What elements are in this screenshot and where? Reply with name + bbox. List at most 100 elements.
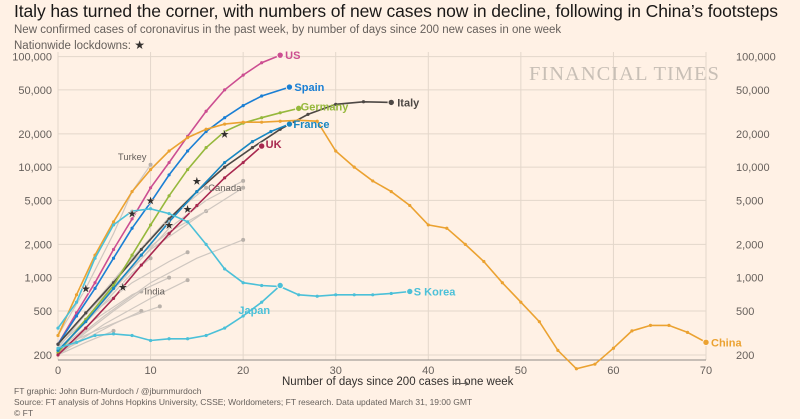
- series-point: [195, 190, 199, 194]
- series-point: [482, 259, 486, 264]
- series-point: [139, 247, 143, 252]
- series-point: [278, 119, 282, 123]
- series-label: China: [711, 337, 742, 349]
- series-point: [334, 293, 338, 297]
- series-point: [139, 263, 143, 267]
- series-point: [84, 311, 88, 315]
- series-point: [500, 281, 504, 285]
- x-tick-label: 10: [144, 365, 156, 377]
- series-point: [84, 326, 88, 330]
- series-point: [186, 220, 190, 224]
- series-point: [111, 296, 116, 300]
- series-point: [241, 120, 245, 124]
- series-point: [93, 281, 97, 285]
- y-tick-label-left: 50,000: [18, 85, 52, 97]
- main-series: [56, 51, 710, 371]
- series-point: [648, 323, 653, 328]
- series-point: [260, 61, 264, 65]
- lockdown-star-icon: ★: [182, 201, 194, 216]
- series-label: Italy: [397, 97, 420, 109]
- lockdown-star-icon: ★: [126, 206, 138, 221]
- series-point: [167, 173, 171, 177]
- series-point: [260, 283, 264, 288]
- y-tick-label-right: 1,000: [736, 273, 764, 285]
- series-line-us: [57, 54, 281, 345]
- series-point: [408, 203, 412, 208]
- series-point: [537, 320, 541, 324]
- series-point: [260, 116, 264, 120]
- lockdown-legend: Nationwide lockdowns: ★: [14, 38, 145, 52]
- series-point: [241, 104, 245, 108]
- series-point: [241, 73, 245, 77]
- series-point: [334, 102, 338, 106]
- background-series-line: [57, 277, 170, 351]
- y-tick-label-left: 2,000: [24, 239, 52, 251]
- footnote-source: Source: FT analysis of Johns Hopkins Uni…: [14, 397, 473, 407]
- series-endpoint: [257, 142, 266, 150]
- series-point: [611, 346, 616, 350]
- series-point: [204, 127, 208, 131]
- series-point: [241, 160, 245, 165]
- series-point: [148, 338, 153, 343]
- background-series-endpoint: [157, 304, 162, 309]
- chart-subtitle: New confirmed cases of coronavirus in th…: [14, 24, 562, 36]
- series-point: [223, 176, 227, 180]
- series-point: [241, 281, 245, 285]
- series-point: [84, 320, 88, 324]
- series-point: [167, 217, 171, 221]
- background-series-endpoint: [241, 185, 246, 190]
- lockdown-star-icon: ★: [145, 193, 157, 208]
- series-point: [130, 226, 134, 230]
- series-point: [685, 330, 690, 334]
- series-point: [315, 294, 319, 298]
- ft-watermark: FINANCIAL TIMES: [529, 63, 720, 85]
- series-point: [389, 190, 393, 194]
- y-tick-label-right: 2,000: [736, 239, 764, 251]
- series-point: [426, 223, 430, 227]
- series-point: [204, 242, 208, 246]
- series-point: [241, 314, 245, 318]
- series-point: [574, 367, 579, 371]
- series-line-s-korea: [57, 207, 410, 329]
- footnote-credit: FT graphic: John Burn-Murdoch / @jburnmu…: [14, 386, 202, 396]
- series-point: [167, 337, 171, 341]
- background-series-label: India: [144, 286, 165, 297]
- y-tick-label-left: 1,000: [24, 273, 52, 285]
- series-point: [74, 314, 79, 318]
- series-point: [352, 165, 356, 169]
- y-tick-label-right: 10,000: [736, 162, 770, 174]
- series-point: [167, 160, 171, 165]
- lockdown-star-icon: ★: [117, 280, 129, 295]
- series-point: [56, 333, 60, 338]
- series-point: [445, 226, 449, 230]
- series-point: [186, 167, 190, 172]
- series-point: [186, 135, 190, 140]
- chart-title: Italy has turned the corner, with number…: [14, 1, 778, 21]
- series-point: [111, 220, 116, 224]
- lockdown-star-icon: ★: [163, 217, 175, 232]
- y-tick-label-left: 5,000: [24, 195, 52, 207]
- series-point: [223, 165, 227, 169]
- series-point: [223, 116, 227, 120]
- series-endpoint: [406, 287, 414, 296]
- series-point: [195, 203, 199, 208]
- series-point: [260, 94, 264, 98]
- series-point: [74, 340, 79, 344]
- series-point: [148, 186, 153, 190]
- series-point: [148, 200, 153, 204]
- background-series-line: [57, 187, 244, 345]
- series-point: [111, 286, 116, 290]
- series-point: [167, 232, 171, 236]
- series-point: [204, 333, 208, 338]
- series-point: [167, 149, 171, 153]
- series-point: [297, 293, 301, 297]
- series-point: [186, 149, 190, 153]
- series-label: S Korea: [414, 286, 456, 298]
- series-point: [93, 256, 97, 260]
- background-series-endpoint: [204, 185, 209, 190]
- series-point: [389, 291, 393, 296]
- lockdown-markers: ★ ★ ★ ★ ★ ★ ★ ★: [80, 126, 231, 296]
- series-point: [111, 332, 116, 336]
- series-point: [269, 129, 273, 134]
- right-arrow-icon: ⟶: [452, 378, 469, 390]
